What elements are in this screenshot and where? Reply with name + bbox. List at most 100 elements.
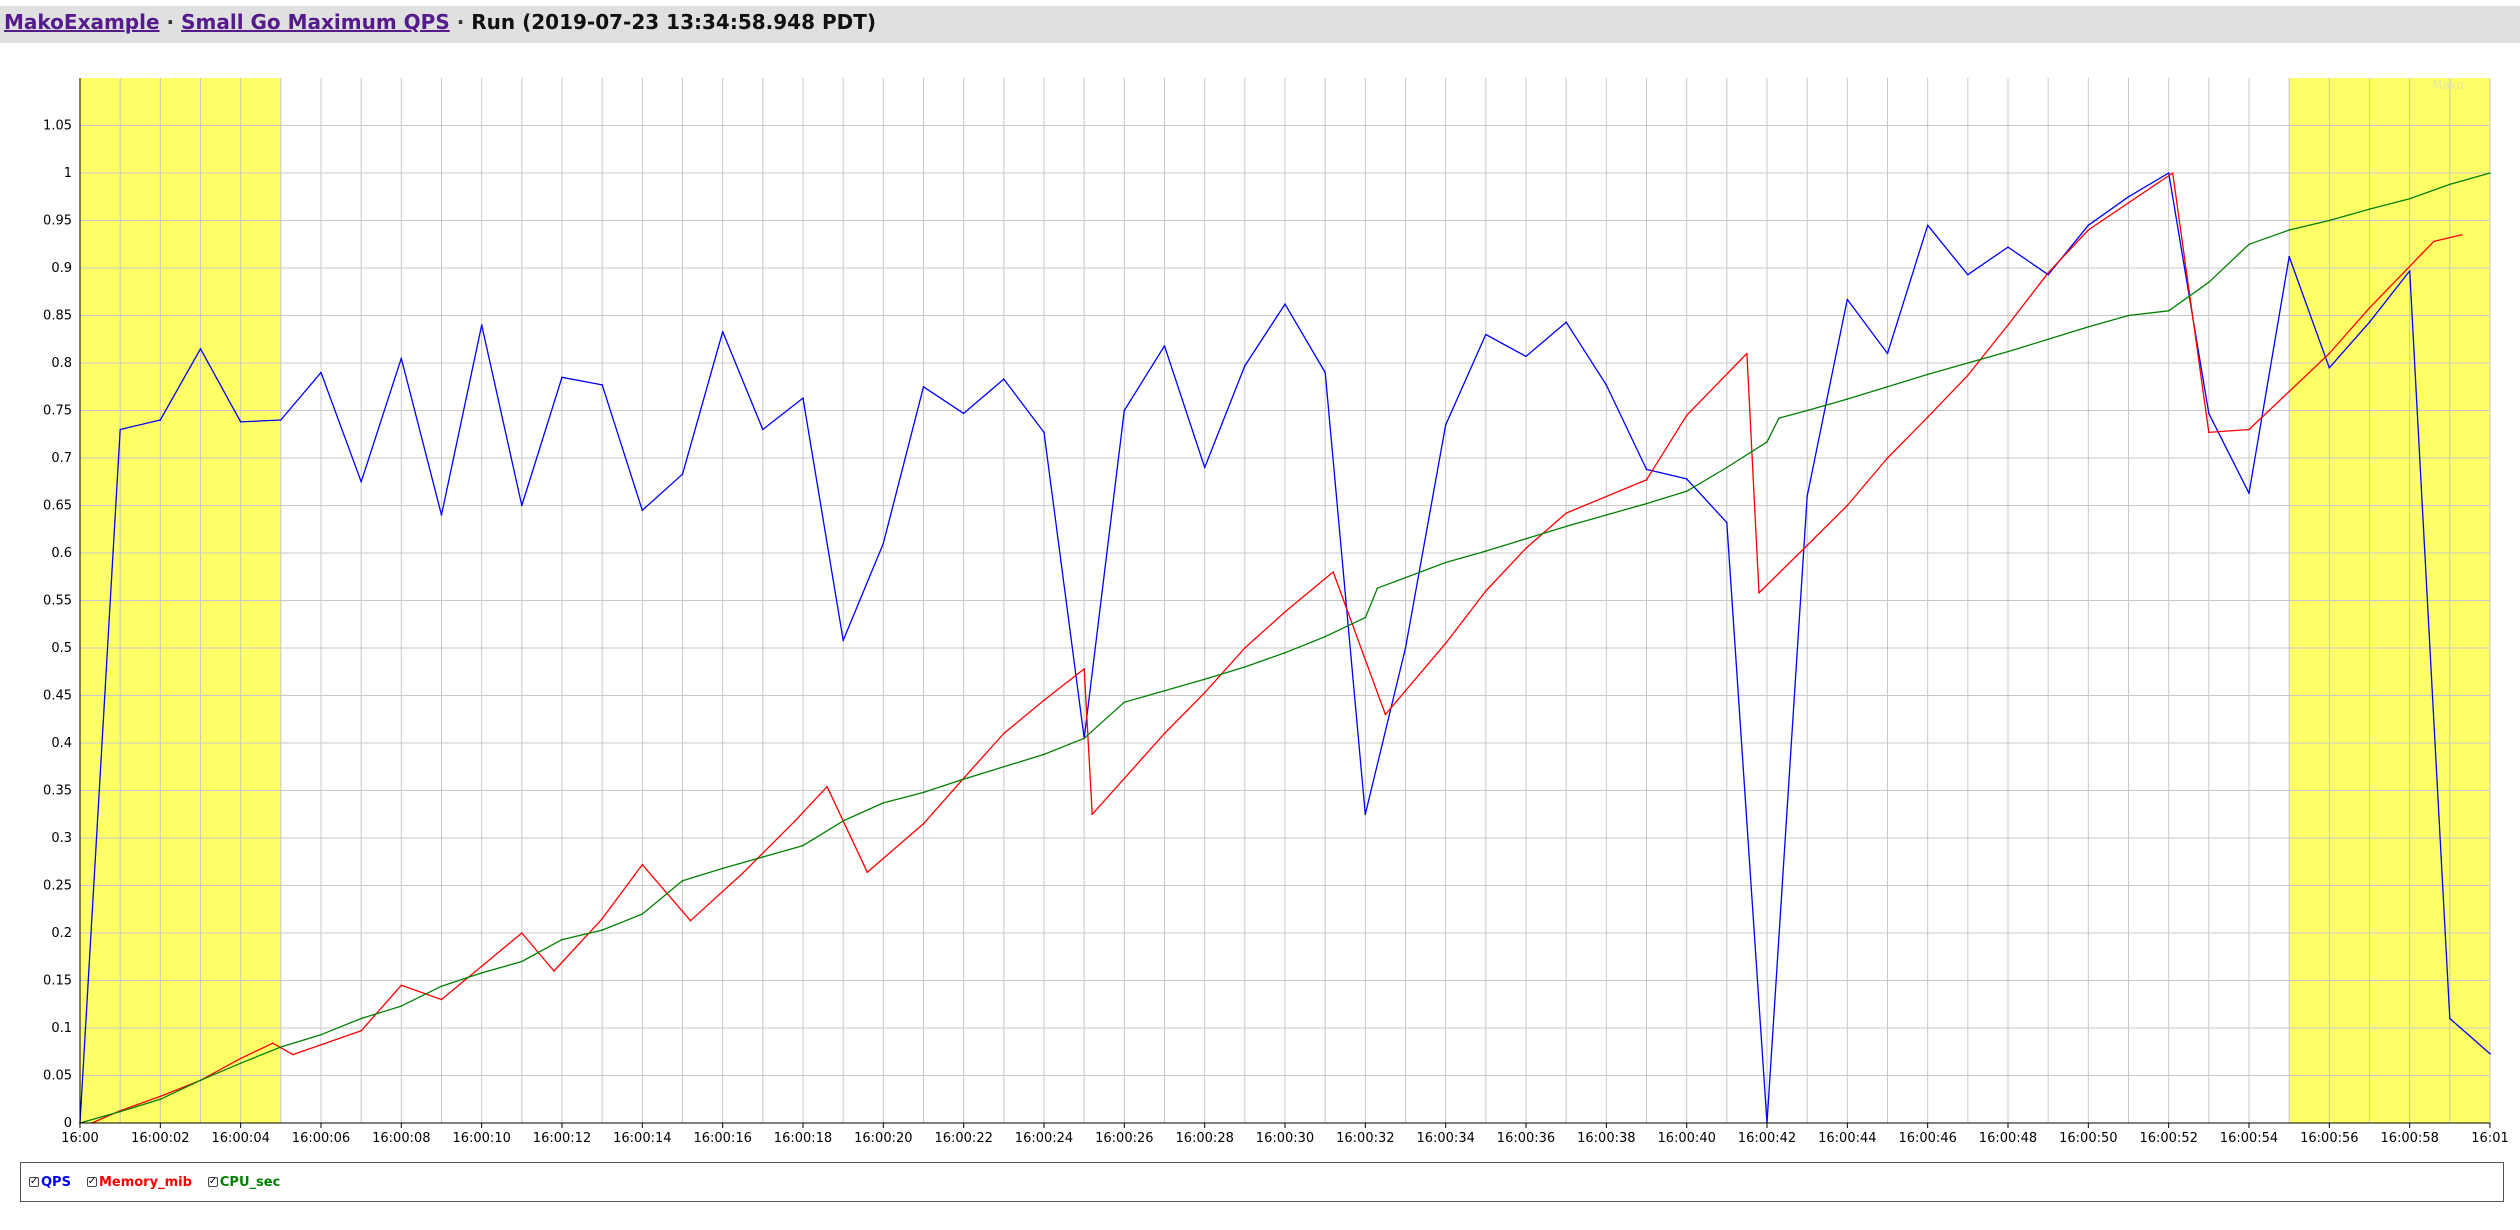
data-point-cpu-sec	[1685, 490, 1688, 493]
x-tick-label: 16:00:52	[2139, 1131, 2197, 1146]
legend-label-qps: QPS	[41, 1174, 71, 1190]
data-point-cpu-sec	[1364, 616, 1367, 619]
x-tick-label: 16:00:18	[774, 1131, 832, 1146]
data-point-qps	[239, 421, 242, 423]
y-tick-label: 0.25	[43, 879, 72, 894]
data-point-qps	[601, 384, 603, 386]
x-tick-label: 16:00:24	[1015, 1131, 1073, 1146]
y-tick-label: 0.9	[51, 261, 72, 276]
data-point-memory-mib	[2248, 428, 2250, 431]
data-point-memory-mib	[1091, 813, 1093, 816]
data-point-cpu-sec	[1003, 766, 1005, 768]
data-point-cpu-sec	[2449, 183, 2451, 186]
y-tick-label: 0.55	[43, 594, 72, 609]
data-point-qps	[440, 514, 443, 516]
data-point-memory-mib	[1163, 732, 1166, 735]
data-point-memory-mib	[2328, 352, 2331, 355]
data-point-memory-mib	[2007, 324, 2009, 326]
y-tick-label: 0.7	[51, 451, 72, 466]
data-point-cpu-sec	[1525, 538, 1527, 540]
data-point-qps	[1806, 495, 1808, 497]
data-point-memory-mib	[1203, 691, 1206, 694]
legend-item-qps[interactable]: ✓ QPS	[29, 1175, 71, 1190]
data-point-memory-mib	[2047, 272, 2049, 274]
y-tick-label: 0.35	[43, 784, 72, 799]
data-point-memory-mib	[1083, 668, 1085, 670]
legend-checkbox-memory-mib[interactable]: ✓	[86, 1176, 97, 1187]
legend-item-cpu-sec[interactable]: ✓ CPU_sec	[207, 1175, 280, 1190]
data-point-qps	[360, 481, 363, 483]
x-tick-label: 16:00:56	[2300, 1131, 2358, 1146]
data-point-qps	[1123, 409, 1126, 412]
data-point-memory-mib	[922, 823, 925, 825]
data-point-qps	[2328, 367, 2331, 369]
metric-link[interactable]: Small Go Maximum QPS	[181, 10, 450, 34]
data-point-memory-mib	[866, 871, 869, 873]
y-tick-label: 0.5	[51, 641, 72, 656]
header-separator: ·	[166, 10, 175, 34]
data-point-qps	[2248, 492, 2250, 495]
data-point-qps	[2408, 270, 2411, 272]
data-point-cpu-sec	[802, 844, 804, 847]
x-tick-label: 16:00:54	[2220, 1131, 2278, 1146]
data-point-qps	[1444, 424, 1447, 426]
data-point-cpu-sec	[280, 1046, 282, 1048]
data-point-qps	[802, 397, 804, 399]
data-point-memory-mib	[742, 872, 744, 874]
data-point-memory-mib	[1967, 374, 1969, 377]
data-point-memory-mib	[292, 1053, 294, 1056]
data-point-memory-mib	[159, 1095, 162, 1098]
x-tick-label: 16:00:12	[533, 1131, 591, 1146]
data-point-memory-mib	[1244, 647, 1246, 649]
x-tick-label: 16:00:16	[693, 1131, 751, 1146]
data-point-cpu-sec	[601, 929, 603, 931]
data-point-cpu-sec	[2489, 172, 2491, 174]
data-point-memory-mib	[239, 1057, 242, 1060]
header-separator: ·	[456, 10, 465, 34]
y-tick-label: 0.45	[43, 689, 72, 704]
legend-item-memory-mib[interactable]: ✓ Memory_mib	[86, 1175, 192, 1190]
data-point-cpu-sec	[521, 960, 523, 963]
y-tick-label: 0.2	[51, 926, 72, 941]
data-point-qps	[1364, 813, 1367, 816]
data-point-memory-mib	[794, 820, 796, 822]
data-point-qps	[1525, 355, 1527, 358]
data-point-memory-mib	[553, 970, 555, 972]
legend-checkbox-qps[interactable]: ✓	[29, 1176, 39, 1187]
data-point-memory-mib	[1003, 732, 1005, 735]
data-point-memory-mib	[2087, 229, 2090, 231]
benchmark-link[interactable]: MakoExample	[4, 10, 160, 34]
data-point-qps	[842, 639, 844, 642]
data-point-qps	[561, 376, 563, 379]
data-point-qps	[1565, 321, 1567, 324]
legend-checkbox-cpu-sec[interactable]: ✓	[207, 1176, 218, 1187]
data-point-memory-mib	[272, 1042, 274, 1044]
data-point-qps	[762, 428, 764, 431]
data-point-memory-mib	[826, 785, 828, 788]
data-point-memory-mib	[2171, 172, 2174, 174]
data-point-cpu-sec	[1605, 514, 1608, 516]
x-tick-label: 16:00:50	[2059, 1131, 2117, 1146]
watermark-text: Mako	[2432, 78, 2464, 92]
data-point-qps	[280, 419, 282, 421]
data-point-memory-mib	[1565, 512, 1567, 514]
x-tick-label: 16:00:02	[131, 1131, 189, 1146]
x-tick-label: 16:00:20	[854, 1131, 912, 1146]
data-point-cpu-sec	[480, 972, 483, 974]
data-point-cpu-sec	[882, 802, 885, 804]
data-point-memory-mib	[1926, 416, 1929, 419]
data-point-cpu-sec	[1244, 666, 1246, 668]
data-point-cpu-sec	[1123, 701, 1126, 703]
data-point-qps	[1404, 647, 1407, 649]
data-point-qps	[199, 348, 202, 350]
x-axis-labels: 16:00 16:00:02 16:00:04 16:00:06 16:00:08 16:…	[61, 1131, 2508, 1146]
data-point-cpu-sec	[440, 985, 443, 987]
data-point-memory-mib	[1685, 414, 1688, 417]
data-point-qps	[521, 504, 523, 507]
data-point-cpu-sec	[159, 1098, 162, 1101]
data-point-memory-mib	[2288, 390, 2290, 393]
data-point-cpu-sec	[1806, 409, 1808, 412]
data-point-cpu-sec	[1766, 441, 1768, 443]
data-point-memory-mib	[1758, 592, 1760, 594]
